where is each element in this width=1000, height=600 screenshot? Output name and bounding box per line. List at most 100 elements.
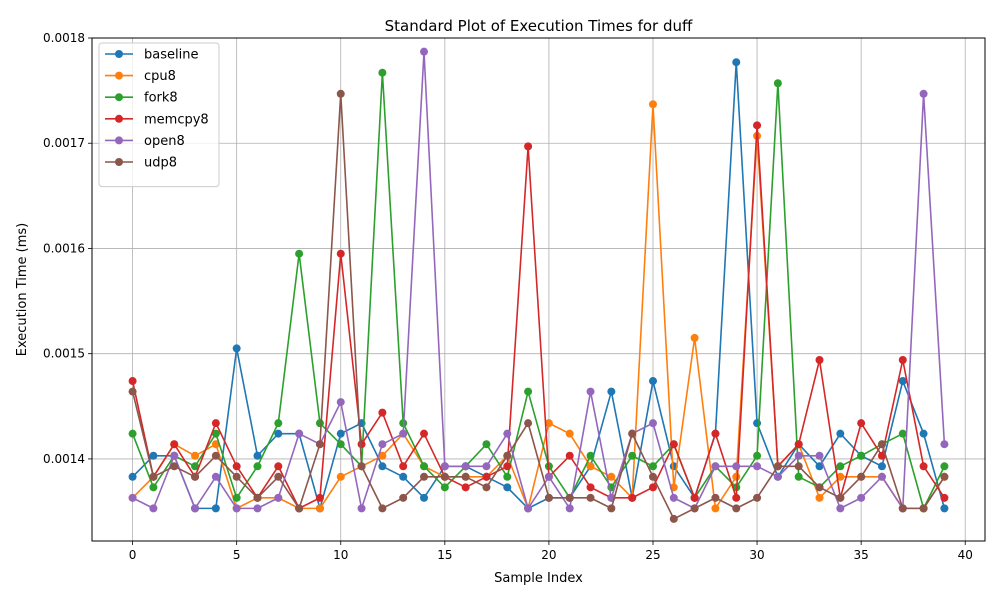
data-point <box>919 429 928 438</box>
data-point <box>524 419 533 428</box>
data-point <box>586 387 595 396</box>
data-point <box>232 493 241 502</box>
data-point <box>482 440 491 449</box>
data-point <box>170 462 179 471</box>
data-point <box>128 377 137 386</box>
legend-swatch-marker <box>115 158 123 166</box>
data-point <box>211 504 220 513</box>
x-tick-label: 10 <box>333 548 348 562</box>
x-tick-label: 25 <box>645 548 660 562</box>
plot-frame <box>91 37 986 542</box>
data-point <box>274 419 283 428</box>
data-point <box>357 504 366 513</box>
x-tick-label: 5 <box>233 548 241 562</box>
series-line <box>131 124 946 510</box>
data-point <box>753 419 762 428</box>
data-point <box>940 472 949 481</box>
data-point <box>877 472 886 481</box>
x-tick-label: 40 <box>958 548 973 562</box>
data-point <box>336 429 345 438</box>
data-point <box>836 472 845 481</box>
data-point <box>898 429 907 438</box>
data-point <box>940 504 949 513</box>
data-point <box>274 472 283 481</box>
data-point <box>128 472 137 481</box>
data-point <box>420 462 429 471</box>
data-point <box>857 493 866 502</box>
data-point <box>482 483 491 492</box>
data-point <box>440 472 449 481</box>
data-point <box>628 451 637 460</box>
data-point <box>378 462 387 471</box>
data-point <box>295 429 304 438</box>
data-point <box>420 47 429 56</box>
data-point <box>399 472 408 481</box>
data-point <box>315 419 324 428</box>
data-point <box>919 462 928 471</box>
data-point <box>711 493 720 502</box>
data-point <box>732 493 741 502</box>
data-point <box>315 504 324 513</box>
data-point <box>648 462 657 471</box>
data-point <box>211 429 220 438</box>
series-line <box>132 50 946 510</box>
data-point <box>399 493 408 502</box>
data-point <box>711 504 720 513</box>
data-point <box>940 493 949 502</box>
data-point <box>420 493 429 502</box>
data-point <box>503 483 512 492</box>
data-point <box>586 462 595 471</box>
data-point <box>940 462 949 471</box>
data-point <box>191 504 200 513</box>
data-point <box>357 440 366 449</box>
data-point <box>378 440 387 449</box>
data-point <box>274 493 283 502</box>
data-point <box>461 472 470 481</box>
data-point <box>544 419 553 428</box>
data-point <box>503 451 512 460</box>
data-point <box>690 333 699 342</box>
legend-swatch-marker <box>115 114 123 123</box>
data-point <box>586 483 595 492</box>
data-point <box>669 440 678 449</box>
data-point <box>253 504 262 513</box>
data-point <box>648 100 657 109</box>
data-point <box>836 504 845 513</box>
legend-label: cpu8 <box>144 69 176 84</box>
data-point <box>315 493 324 502</box>
data-point <box>565 429 574 438</box>
series-udp8 <box>128 89 949 523</box>
legend-entry: memcpy8 <box>105 112 209 127</box>
data-point <box>524 504 533 513</box>
data-point <box>191 462 200 471</box>
series-line <box>131 71 946 510</box>
data-point <box>836 493 845 502</box>
data-point <box>628 429 637 438</box>
data-point <box>461 462 470 471</box>
data-point <box>586 493 595 502</box>
data-point <box>732 472 741 481</box>
data-point <box>232 504 241 513</box>
data-point <box>815 356 824 365</box>
y-axis: 0.0014 0.0015 0.0016 0.0017 0.0018 <box>43 31 92 466</box>
data-point <box>503 462 512 471</box>
data-point <box>753 493 762 502</box>
data-point <box>357 462 366 471</box>
data-point <box>524 387 533 396</box>
data-point <box>503 429 512 438</box>
x-tick-label: 20 <box>541 548 556 562</box>
data-point <box>732 504 741 513</box>
legend-entry: baseline <box>105 48 198 63</box>
data-point <box>336 249 345 258</box>
data-point <box>919 89 928 98</box>
data-point <box>586 451 595 460</box>
legend-swatch-marker <box>115 71 123 80</box>
legend-label: open8 <box>144 134 185 149</box>
legend-entry: cpu8 <box>105 69 176 84</box>
data-point <box>565 451 574 460</box>
data-point <box>711 429 720 438</box>
legend-box <box>98 42 220 188</box>
data-point <box>836 462 845 471</box>
data-point <box>857 451 866 460</box>
series-memcpy8 <box>128 121 949 513</box>
